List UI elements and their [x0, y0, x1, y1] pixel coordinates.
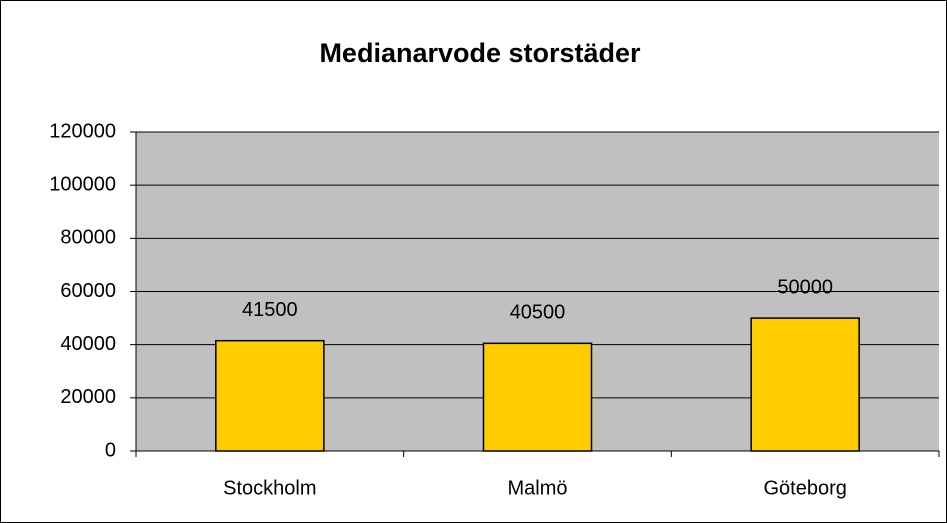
- x-tick-label: Stockholm: [223, 477, 316, 499]
- data-label: 40500: [510, 302, 566, 324]
- y-tick-label: 20000: [60, 386, 116, 408]
- x-tick-label: Göteborg: [763, 477, 846, 499]
- data-label: 50000: [777, 276, 833, 298]
- data-label: 41500: [242, 299, 298, 321]
- x-tick-label: Malmö: [507, 477, 567, 499]
- y-tick-label: 120000: [49, 120, 116, 142]
- bar: [215, 339, 325, 452]
- y-tick-label: 80000: [60, 227, 116, 249]
- y-tick-label: 40000: [60, 333, 116, 355]
- chart-title: Medianarvode storstäder: [319, 38, 641, 68]
- y-tick-label: 60000: [60, 280, 116, 302]
- bar: [750, 317, 860, 452]
- bar: [482, 342, 593, 452]
- y-tick-label: 0: [105, 439, 116, 461]
- y-tick-label: 100000: [49, 173, 116, 195]
